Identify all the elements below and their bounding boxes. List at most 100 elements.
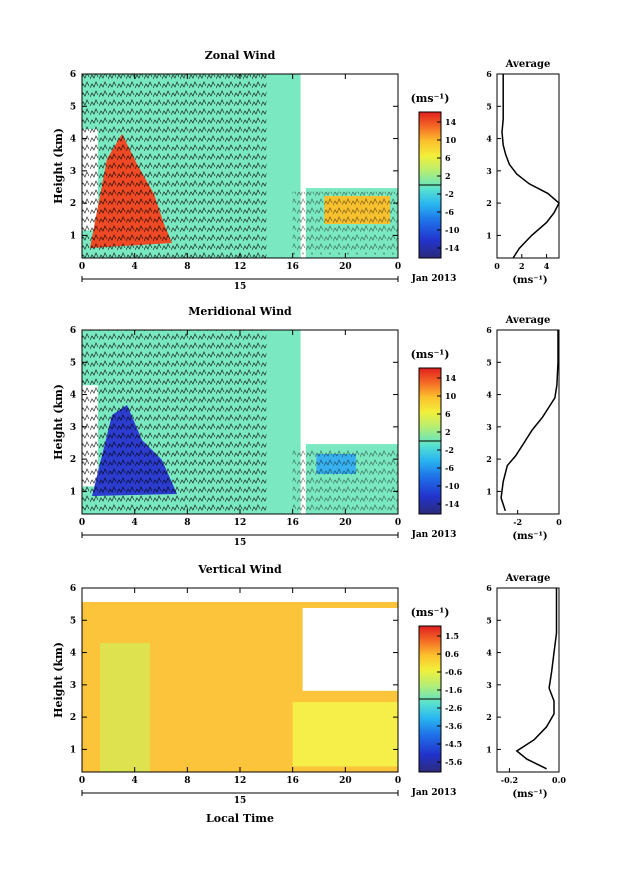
average-units: (ms⁻¹)	[512, 789, 547, 800]
x-tick-label: 16	[286, 262, 299, 272]
y-tick-label: 2	[70, 713, 76, 723]
colorbar-tick-label: -10	[445, 225, 460, 235]
x-tick-label: 0	[395, 518, 401, 528]
heatmap-field	[82, 602, 398, 772]
average-x-tick-label: 0	[494, 261, 500, 271]
y-axis-label: Height (km)	[52, 642, 65, 718]
y-tick-label: 6	[70, 326, 76, 336]
average-units: (ms⁻¹)	[512, 531, 547, 542]
y-tick-label: 2	[70, 455, 76, 465]
colorbar-tick-label: 2	[445, 171, 451, 181]
x-tick-label: 12	[234, 262, 247, 272]
average-profile-line	[500, 330, 559, 512]
day-label: 15	[234, 796, 247, 806]
day-label: 15	[234, 282, 247, 292]
x-tick-label: 20	[339, 518, 352, 528]
average-y-tick-label: 1	[486, 486, 492, 496]
average-y-tick-label: 3	[486, 166, 492, 176]
x-tick-label: 20	[339, 776, 352, 786]
y-tick-label: 5	[70, 358, 76, 368]
average-title: Average	[505, 59, 551, 70]
colorbar-tick-label: 1.5	[445, 631, 459, 641]
average-x-tick-label: -2	[513, 517, 522, 527]
colorbar-units: (ms⁻¹)	[411, 92, 450, 105]
colorbar-tick-label: -10	[445, 481, 460, 491]
x-tick-label: 8	[184, 776, 190, 786]
local-time-label: Local Time	[206, 812, 274, 825]
x-tick-label: 12	[234, 776, 247, 786]
x-tick-label: 12	[234, 518, 247, 528]
colorbar-tick-label: -6	[445, 463, 454, 473]
x-tick-label: 4	[132, 518, 138, 528]
x-tick-label: 0	[395, 776, 401, 786]
colorbar-tick-label: 6	[445, 409, 451, 419]
average-frame	[496, 329, 560, 515]
colorbar-tick-label: -14	[445, 243, 460, 253]
average-y-tick-label: 2	[486, 454, 492, 464]
y-tick-label: 4	[70, 649, 76, 659]
average-frame	[496, 587, 560, 773]
colorbar-tick-label: 0.6	[445, 649, 459, 659]
colorbar-units: (ms⁻¹)	[411, 606, 450, 619]
average-x-tick-label: 2	[519, 261, 525, 271]
average-y-tick-label: 4	[486, 134, 492, 144]
colorbar-tick-label: -5.6	[445, 757, 463, 767]
contour-lines	[82, 330, 267, 514]
colorbar-tick-label: -3.6	[445, 721, 463, 731]
y-tick-label: 3	[70, 681, 76, 691]
average-y-tick-label: 5	[486, 101, 492, 111]
average-x-tick-label: 0.0	[552, 775, 566, 785]
heatmap-field	[82, 330, 398, 514]
x-tick-label: 4	[132, 262, 138, 272]
late-field	[292, 702, 398, 767]
x-tick-label: 20	[339, 262, 352, 272]
early-field	[100, 643, 150, 772]
colorbar-tick-label: -2.6	[445, 703, 463, 713]
average-y-tick-label: 6	[486, 325, 492, 335]
average-x-tick-label: 4	[544, 261, 550, 271]
average-title: Average	[505, 573, 551, 584]
average-y-tick-label: 6	[486, 583, 492, 593]
colorbar-tick-label: -2	[445, 189, 454, 199]
colorbar-tick-label: 10	[445, 391, 457, 401]
average-y-tick-label: 1	[486, 744, 492, 754]
average-y-tick-label: 2	[486, 198, 492, 208]
average-x-tick-label: -0.2	[501, 775, 518, 785]
average-y-tick-label: 3	[486, 680, 492, 690]
colorbar-tick-label: 6	[445, 153, 451, 163]
average-profile-line	[501, 74, 560, 259]
date-label: Jan 2013	[411, 274, 457, 284]
y-tick-label: 2	[70, 199, 76, 209]
colorbar-tick-label: 2	[445, 427, 451, 437]
average-y-tick-label: 2	[486, 712, 492, 722]
late-contour-lines	[292, 447, 398, 511]
average-y-tick-label: 5	[486, 615, 492, 625]
average-y-tick-label: 4	[486, 390, 492, 400]
x-tick-label: 16	[286, 518, 299, 528]
average-title: Average	[505, 315, 551, 326]
late-contour-lines	[292, 191, 398, 255]
average-y-tick-label: 6	[486, 69, 492, 79]
x-tick-label: 0	[79, 776, 85, 786]
y-tick-label: 5	[70, 616, 76, 626]
colorbar-tick-label: -14	[445, 499, 460, 509]
x-tick-label: 8	[184, 518, 190, 528]
y-tick-label: 3	[70, 423, 76, 433]
average-y-tick-label: 3	[486, 422, 492, 432]
panel-title: Zonal Wind	[205, 49, 276, 62]
y-tick-label: 5	[70, 102, 76, 112]
x-tick-label: 0	[79, 262, 85, 272]
y-axis-label: Height (km)	[52, 384, 65, 460]
colorbar-tick-label: -4.5	[445, 739, 462, 749]
y-tick-label: 6	[70, 70, 76, 80]
y-tick-label: 3	[70, 167, 76, 177]
average-x-tick-label: 0	[556, 517, 562, 527]
x-tick-label: 16	[286, 776, 299, 786]
missing-data-region	[302, 608, 398, 691]
x-tick-label: 4	[132, 776, 138, 786]
panel-title: Vertical Wind	[197, 563, 282, 576]
x-tick-label: 0	[395, 262, 401, 272]
